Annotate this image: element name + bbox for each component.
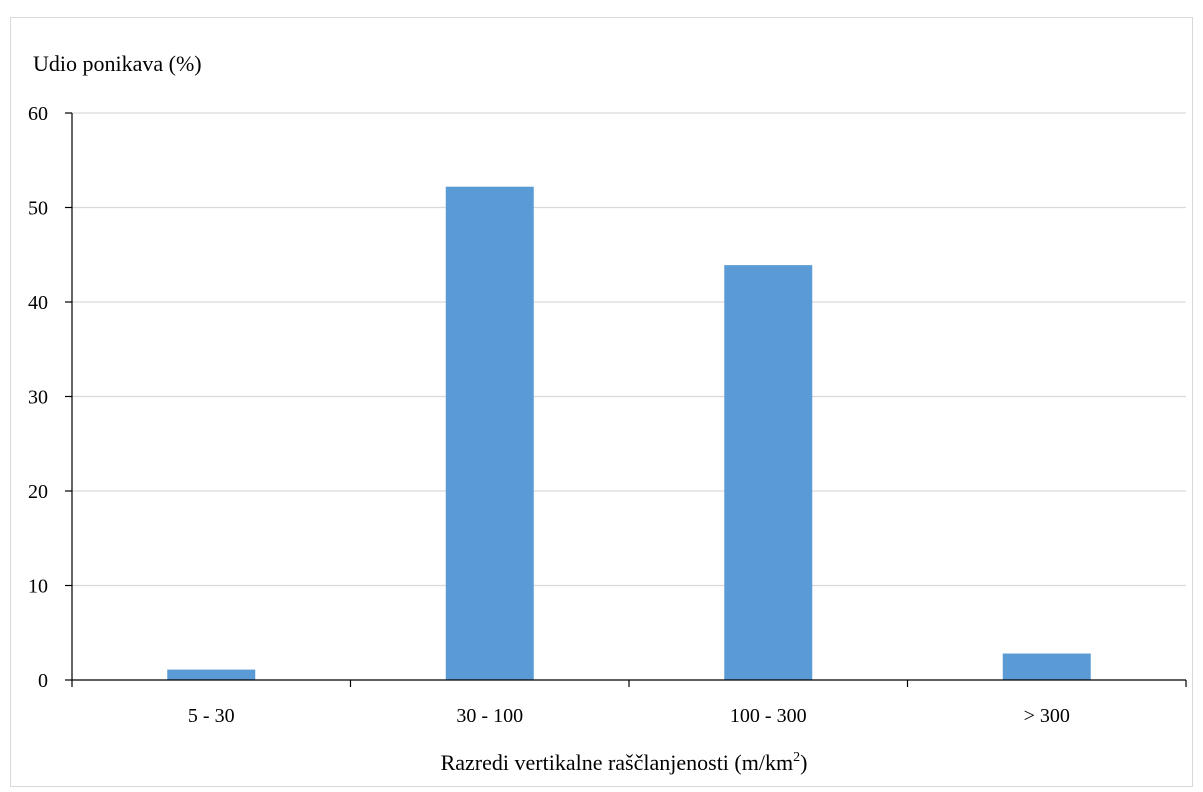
y-tick-label: 0 (38, 670, 48, 692)
x-axis-title-suffix: ) (800, 750, 807, 775)
bar (445, 186, 534, 680)
x-tick-label: > 300 (1024, 705, 1070, 727)
y-tick-label: 40 (28, 292, 48, 314)
y-tick-label: 30 (28, 387, 48, 409)
axes (65, 112, 1187, 687)
x-tick-label: 100 - 300 (730, 705, 807, 727)
x-tick-label: 5 - 30 (188, 705, 235, 727)
y-tick-label: 60 (28, 103, 48, 125)
y-tick-label: 20 (28, 481, 48, 503)
x-axis-title-text: Razredi vertikalne raščlanjenosti (m/km (441, 750, 793, 775)
bar (167, 669, 256, 680)
bar (1002, 653, 1091, 680)
y-tick-label: 50 (28, 198, 48, 220)
gridlines (72, 112, 1186, 587)
y-tick-label: 10 (28, 576, 48, 598)
x-tick-labels: 5 - 30 30 - 100 100 - 300 > 300 (188, 705, 1070, 727)
bar (724, 265, 813, 680)
x-axis-title-superscript: 2 (793, 750, 800, 765)
bars (167, 186, 1091, 680)
x-axis-title: Razredi vertikalne raščlanjenosti (m/km2… (441, 750, 808, 775)
chart-frame (10, 17, 1193, 787)
y-axis-title: Udio ponikava (%) (33, 51, 202, 76)
x-tick-label: 30 - 100 (456, 705, 523, 727)
y-tick-labels: 0 10 20 30 40 50 60 (28, 103, 48, 692)
